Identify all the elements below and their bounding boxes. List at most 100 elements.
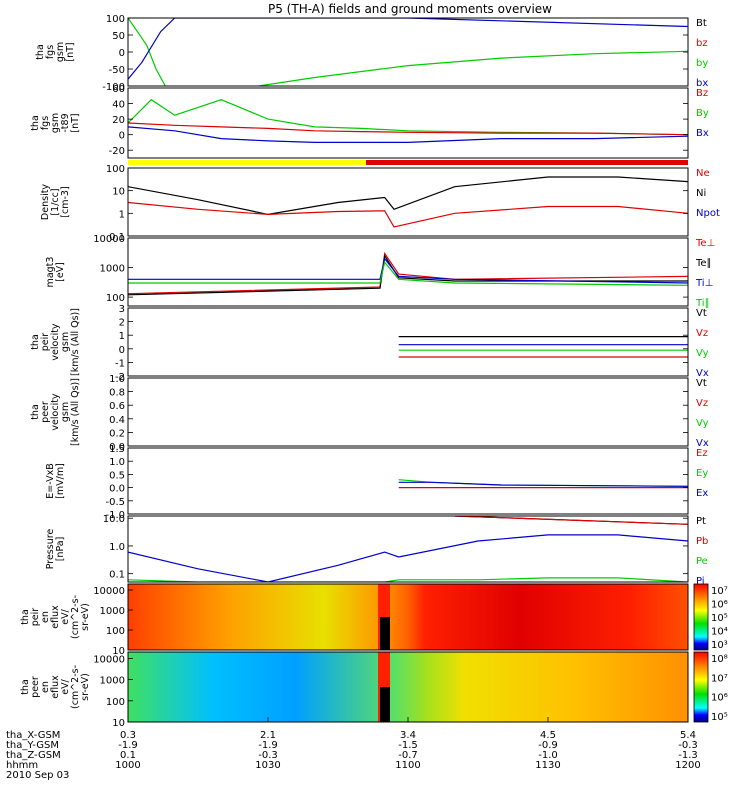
y-tick-label: 1 bbox=[119, 331, 125, 342]
y-axis-label: fgs bbox=[45, 45, 56, 59]
y-axis-label: Pressure bbox=[45, 529, 56, 570]
y-tick-label: 10.0 bbox=[103, 514, 125, 525]
y-axis-label: [nT] bbox=[65, 42, 76, 61]
x-tick-label: -0.9 bbox=[538, 740, 558, 751]
heatmap-gap-black bbox=[380, 687, 390, 722]
x-tick-label: 1100 bbox=[395, 760, 420, 771]
panel-plot-area bbox=[128, 516, 688, 582]
colorbar-tick-label: 10⁵ bbox=[711, 613, 728, 624]
x-tick-label: -1.9 bbox=[118, 740, 138, 751]
legend-label: bx bbox=[696, 78, 708, 89]
series-By bbox=[128, 98, 688, 136]
y-tick-label: -1.0 bbox=[105, 510, 125, 521]
y-axis-label: tha bbox=[30, 334, 41, 350]
y-tick-label: -20 bbox=[109, 146, 125, 157]
x-row-label: tha_X-GSM bbox=[6, 730, 60, 741]
x-tick-label: -0.3 bbox=[678, 740, 698, 751]
panel-2: 60 40 20 0 -20 Bz By Bx tha fgs gsm -t89 [nT] bbox=[30, 84, 709, 165]
y-axis-label: sr-eV) bbox=[80, 603, 91, 631]
y-tick-label: 100 bbox=[106, 626, 125, 637]
y-axis-label: velocity bbox=[50, 323, 61, 361]
legend-label: Vz bbox=[696, 398, 708, 409]
series-Ti∥ bbox=[128, 260, 688, 286]
y-axis-label: tha bbox=[20, 609, 31, 625]
colorbar-tick-label: 10⁵ bbox=[711, 712, 728, 723]
panel-7: 1.5 1.0 0.5 0.0 -0.5 -1.0 Ez Ey Ex E=-VxB [mV/m] bbox=[45, 444, 708, 521]
y-tick-label: -0.5 bbox=[105, 497, 125, 508]
panel-frame bbox=[127, 87, 689, 159]
y-axis-label: [cm-3] bbox=[60, 186, 71, 217]
y-tick-label: 1.0 bbox=[109, 542, 125, 553]
legend-label: Pb bbox=[696, 536, 708, 547]
x-tick-label: -1.0 bbox=[538, 750, 558, 761]
y-axis-label: [1/cc] bbox=[50, 188, 61, 215]
y-axis-label: (cm^2-s- bbox=[70, 595, 81, 639]
panel-plot-area bbox=[128, 251, 688, 296]
legend-label: Ex bbox=[696, 488, 708, 499]
legend-label: Bx bbox=[696, 128, 709, 139]
legend-label: Ey bbox=[696, 468, 708, 479]
y-axis-label: peir bbox=[30, 608, 41, 627]
x-tick-label: 1130 bbox=[535, 760, 560, 771]
y-tick-label: 1.0 bbox=[109, 374, 125, 385]
panel-8: 10.0 1.0 0.1 Pt Pb Pe Pi Pressure [nPa] bbox=[45, 514, 708, 587]
y-tick-label: 0.8 bbox=[109, 388, 125, 399]
y-tick-label: 0.2 bbox=[109, 428, 125, 439]
x-axis-labels: tha_X-GSM 0.3 2.1 3.4 4.5 5.4 tha_Y-GSM -1.9 -1.… bbox=[6, 717, 701, 781]
series-Bx bbox=[128, 126, 688, 143]
y-axis-label: [nT] bbox=[70, 113, 81, 132]
panel-frame bbox=[127, 237, 689, 307]
y-axis-label: sr-eV) bbox=[80, 673, 91, 701]
panel-frame bbox=[127, 307, 689, 377]
legend-label: Vz bbox=[696, 328, 708, 339]
legend-label: Vt bbox=[696, 378, 707, 389]
y-axis-label: Density bbox=[40, 184, 51, 220]
x-tick-label: 2.1 bbox=[260, 730, 276, 741]
y-tick-label: -1 bbox=[115, 358, 125, 369]
y-axis-label: fgs bbox=[40, 116, 51, 130]
y-axis-label: tha bbox=[20, 679, 31, 695]
legend-label: Vt bbox=[696, 308, 707, 319]
y-tick-label: 2 bbox=[119, 318, 125, 329]
series-Ne bbox=[128, 201, 688, 228]
x-tick-label: -0.3 bbox=[258, 750, 278, 761]
status-bar-segment bbox=[366, 160, 688, 165]
y-tick-label: 0.0 bbox=[109, 484, 125, 495]
y-axis-label: tha bbox=[30, 404, 41, 420]
y-tick-label: 0.1 bbox=[109, 570, 125, 581]
y-tick-label: 20 bbox=[112, 115, 125, 126]
y-tick-label: 1 bbox=[119, 209, 125, 220]
legend-label: Vy bbox=[696, 348, 709, 359]
y-axis-label: [eV] bbox=[55, 262, 66, 282]
panel-10: 10⁸ 10⁷ 10⁶ 10⁵ 10000 1000 100 10 tha peer en eflux… bbox=[20, 651, 728, 729]
y-axis-label: velocity bbox=[50, 393, 61, 431]
panel-4: 10000 1000 100 Te⊥ Te∥ Ti⊥ Ti∥ magt3 [eV] bbox=[45, 234, 715, 309]
legend-label: Pe bbox=[696, 556, 708, 567]
y-axis-label: [mV/m] bbox=[55, 463, 66, 499]
y-tick-label: 0.6 bbox=[109, 401, 125, 412]
figure-title: P5 (TH-A) fields and ground moments over… bbox=[268, 2, 552, 16]
legend-label: By bbox=[696, 108, 709, 119]
legend-label: Bz bbox=[696, 88, 708, 99]
colorbar-tick-label: 10⁶ bbox=[711, 600, 728, 611]
y-tick-label: 100 bbox=[106, 14, 125, 25]
y-axis-label: peer bbox=[30, 676, 41, 698]
x-tick-label: -1.3 bbox=[678, 750, 698, 761]
y-tick-label: 100 bbox=[106, 164, 125, 175]
legend-label: Ti⊥ bbox=[695, 278, 713, 289]
y-axis-label: gsm bbox=[50, 113, 61, 133]
panel-frame bbox=[127, 583, 689, 651]
y-tick-label: 0 bbox=[119, 131, 125, 142]
panel-frame bbox=[127, 167, 689, 237]
panel-5: 3 2 1 0 -1 -2 Vt Vz Vy Vx tha peir velocity gsm [km/s … bbox=[30, 304, 709, 383]
legend-label: Npot bbox=[696, 208, 720, 219]
x-row-label: hhmm bbox=[6, 760, 38, 771]
panel-plot-area bbox=[128, 98, 688, 143]
y-axis-label: gsm bbox=[60, 402, 71, 422]
y-tick-label: 0 bbox=[119, 48, 125, 59]
series-Te⊥ bbox=[128, 251, 688, 295]
x-tick-label: 1000 bbox=[115, 760, 140, 771]
legend-label: Vx bbox=[696, 438, 709, 449]
y-tick-label: 1000 bbox=[100, 676, 125, 687]
